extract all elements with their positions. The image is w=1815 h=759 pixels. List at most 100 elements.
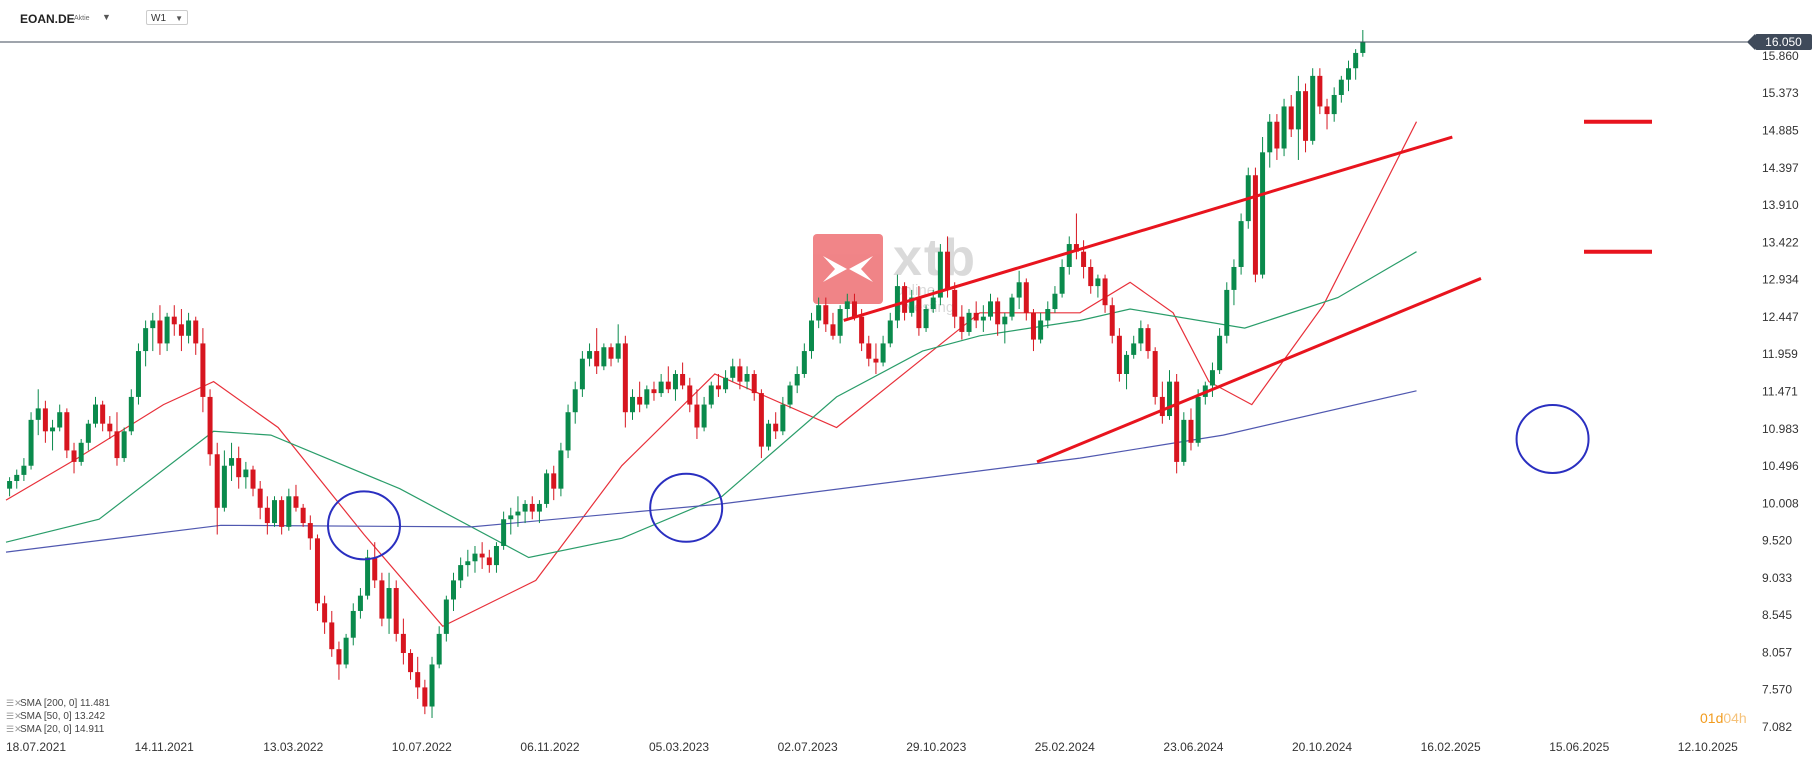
highlight-circle [327,490,401,561]
y-tick-label: 8.545 [1762,608,1792,622]
symbol-label[interactable]: EOAN.DE [20,12,75,26]
candle-body [1195,396,1201,443]
candle-body [973,312,979,321]
candle-body [28,419,34,466]
candle [644,385,650,409]
candle-body [988,301,993,317]
candle-body [35,408,41,420]
candle [1238,213,1244,275]
candle-body [286,496,292,527]
candle-body [902,286,908,313]
candle [429,656,435,718]
y-tick-label: 15.373 [1762,86,1799,100]
candle [1023,278,1029,321]
candle-body [307,523,313,539]
candle-body [14,474,20,482]
candle-body [493,545,499,566]
timeframe-select[interactable]: W1 ▼ [146,10,188,25]
candle-body [823,305,829,325]
candle [615,324,621,363]
candle-body [930,297,936,310]
symbol-dropdown-icon[interactable]: ▼ [102,12,111,22]
candle-body [1138,328,1144,344]
candle [1295,75,1301,160]
candle-body [572,389,578,413]
candle [57,404,63,432]
candle [1224,282,1230,344]
candle-body [1152,351,1158,397]
candles [7,30,1366,718]
candle-body [730,366,736,378]
candle [988,293,993,321]
candle-body [658,381,664,394]
x-tick-label: 16.02.2025 [1421,740,1481,754]
candle [923,305,929,332]
candle [1360,30,1366,57]
candle [336,641,342,680]
candle [35,389,41,436]
candle [622,335,628,428]
y-tick-label: 15.860 [1762,49,1799,63]
candle-body [57,412,63,428]
candle [909,289,915,317]
legend-item-sma50[interactable]: ☰✕SMA [50, 0] 13.242 [6,710,110,723]
candle [1231,259,1237,306]
candle-body [322,603,328,623]
candle [1145,324,1151,359]
candle [343,633,349,669]
candle [143,320,149,367]
legend-item-sma200[interactable]: ☰✕SMA [200, 0] 11.481 [6,697,110,710]
y-tick-label: 8.057 [1762,645,1792,659]
candle [830,312,836,340]
candle-body [1023,282,1029,313]
candle [1016,270,1022,310]
candle [1252,167,1258,283]
candle-body [1116,335,1122,374]
candle-body [715,385,721,390]
candle [1353,49,1359,80]
x-tick-label: 13.03.2022 [263,740,323,754]
candle-body [429,664,435,707]
candle [322,595,328,634]
candle [529,496,535,520]
candle-countdown: 01d04h [1700,710,1747,726]
candle-body [1267,121,1273,153]
candle [272,496,277,527]
candle [71,442,77,474]
candle-body [773,423,779,432]
candle [780,396,786,436]
candle [680,362,686,390]
candle-body [630,396,635,413]
candle-body [1009,297,1015,317]
candle [945,236,951,298]
candle [565,404,571,459]
last-price-badge: 16.050 [1747,34,1812,50]
settings-icon[interactable]: ☰✕ [6,698,22,708]
candle [715,373,721,397]
candle [665,366,671,394]
candle-body [1274,121,1280,149]
candle [1303,83,1309,153]
candle [536,500,542,524]
candle-body [42,408,48,432]
candle-body [1167,381,1172,417]
candle-body [93,404,98,424]
candle [794,366,800,394]
candle [1138,320,1144,352]
candle [637,381,643,413]
candle [601,343,607,371]
candle-body [501,519,507,546]
candle-body [300,507,306,524]
legend-item-sma20[interactable]: ☰✕SMA [20, 0] 14.911 [6,723,110,736]
candle [866,335,872,367]
candle-body [422,687,428,707]
x-tick-label: 25.02.2024 [1035,740,1095,754]
candle [186,312,192,344]
settings-icon[interactable]: ☰✕ [6,711,22,721]
settings-icon[interactable]: ☰✕ [6,724,22,734]
candle [995,297,1001,336]
candle [630,389,635,420]
candle-body [415,672,421,688]
candle-body [945,251,951,290]
